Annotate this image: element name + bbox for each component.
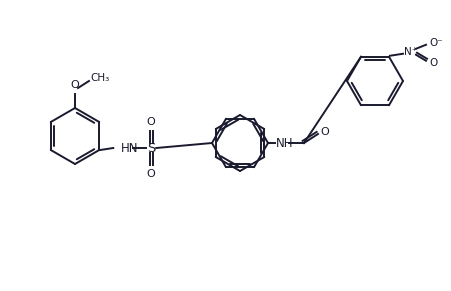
Text: CH₃: CH₃ [90, 73, 109, 83]
Text: O: O [147, 117, 155, 127]
Text: O: O [428, 58, 436, 68]
Text: O⁻: O⁻ [428, 38, 442, 48]
Text: N⁺: N⁺ [404, 47, 417, 57]
Text: O: O [319, 127, 328, 137]
Text: NH: NH [276, 136, 293, 150]
Text: HN: HN [121, 141, 138, 155]
Text: S: S [147, 141, 155, 155]
Text: O: O [70, 80, 79, 90]
Text: O: O [147, 169, 155, 179]
